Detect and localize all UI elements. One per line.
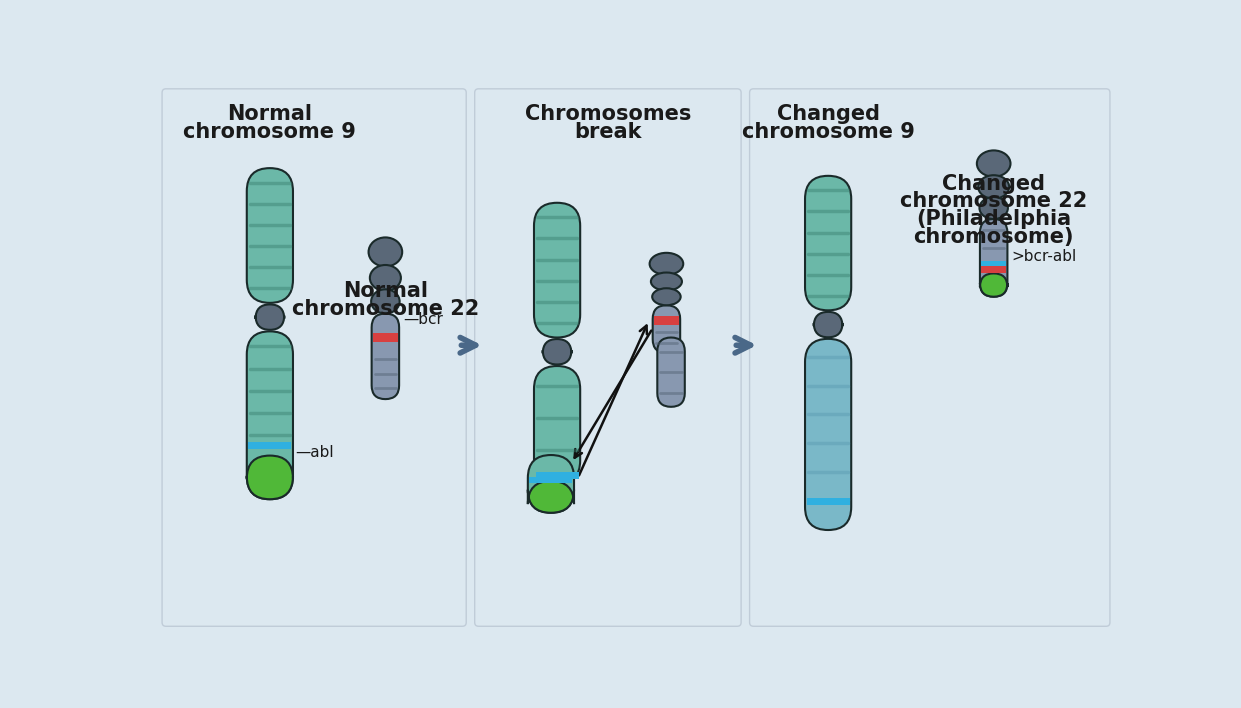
Text: chromosome 22: chromosome 22 [900, 191, 1087, 211]
FancyBboxPatch shape [750, 88, 1109, 627]
Text: chromosome): chromosome) [913, 227, 1073, 246]
Text: Normal: Normal [343, 281, 428, 302]
FancyBboxPatch shape [256, 304, 284, 330]
Text: —abl: —abl [295, 445, 334, 460]
FancyBboxPatch shape [805, 339, 851, 530]
FancyBboxPatch shape [247, 331, 293, 499]
FancyBboxPatch shape [527, 455, 575, 513]
Text: chromosome 9: chromosome 9 [742, 122, 915, 142]
Text: >bcr-abl: >bcr-abl [1011, 249, 1076, 264]
Bar [248, 442, 292, 449]
FancyBboxPatch shape [534, 366, 581, 484]
Text: chromosome 9: chromosome 9 [184, 122, 356, 142]
Ellipse shape [977, 150, 1010, 177]
Text: Chromosomes: Chromosomes [525, 104, 691, 124]
FancyBboxPatch shape [527, 481, 575, 513]
FancyBboxPatch shape [247, 455, 293, 499]
FancyBboxPatch shape [980, 273, 1008, 297]
Bar [807, 498, 850, 505]
Ellipse shape [649, 253, 684, 275]
FancyBboxPatch shape [805, 176, 851, 310]
Ellipse shape [650, 273, 683, 290]
Text: break: break [575, 122, 642, 142]
Text: (Philadelphia: (Philadelphia [916, 209, 1071, 229]
Ellipse shape [979, 197, 1008, 219]
FancyBboxPatch shape [534, 202, 581, 338]
Bar [982, 265, 1006, 273]
FancyBboxPatch shape [980, 219, 1008, 297]
FancyBboxPatch shape [814, 312, 843, 337]
FancyBboxPatch shape [658, 338, 685, 407]
Ellipse shape [369, 237, 402, 266]
Ellipse shape [978, 175, 1009, 199]
Bar [536, 472, 578, 479]
FancyBboxPatch shape [371, 314, 400, 399]
Ellipse shape [370, 265, 401, 291]
FancyBboxPatch shape [247, 168, 293, 303]
Bar [654, 316, 679, 325]
Bar [374, 333, 397, 342]
Text: Normal: Normal [227, 104, 313, 124]
Text: —bcr: —bcr [403, 312, 443, 328]
Bar [982, 261, 1006, 266]
Ellipse shape [371, 290, 400, 314]
Text: Changed: Changed [942, 173, 1045, 193]
FancyBboxPatch shape [542, 339, 571, 365]
Text: chromosome 22: chromosome 22 [292, 299, 479, 319]
Ellipse shape [653, 288, 680, 305]
Bar [530, 477, 572, 484]
Text: Changed: Changed [777, 104, 880, 124]
FancyBboxPatch shape [475, 88, 741, 627]
FancyBboxPatch shape [653, 305, 680, 353]
FancyBboxPatch shape [163, 88, 467, 627]
